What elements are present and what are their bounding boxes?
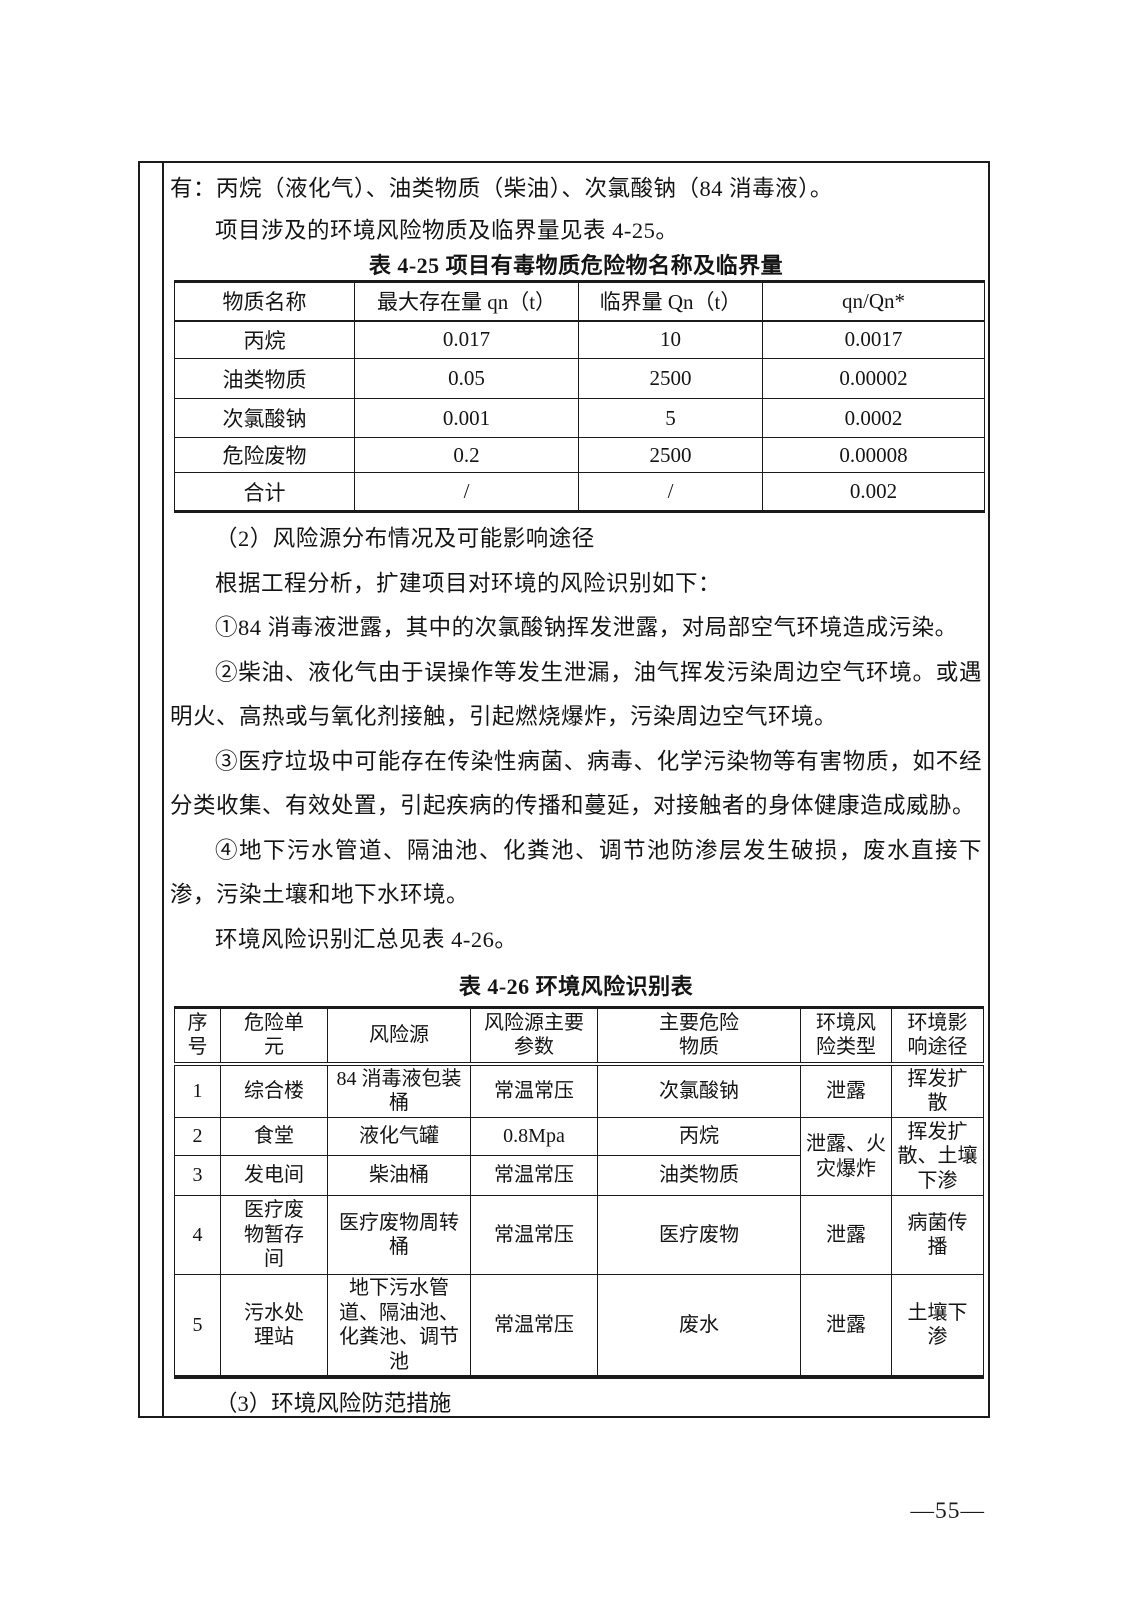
table-4-25-caption: 表 4-25 项目有毒物质危险物名称及临界量 — [368, 253, 784, 278]
data-cell: 84 消毒液包装 桶 — [327, 1063, 471, 1118]
data-cell: 泄露 — [800, 1274, 892, 1378]
table-row: 油类物质 0.05 2500 0.00002 — [174, 358, 985, 399]
data-cell: 危险废物 — [174, 437, 355, 473]
data-cell: 地下污水管 道、隔油池、 化粪池、调节 池 — [327, 1274, 471, 1378]
data-cell: 挥发扩 散 — [891, 1063, 984, 1118]
data-cell: / — [578, 472, 763, 512]
body-paragraph: 环境风险识别汇总见表 4-26。 — [215, 926, 518, 952]
header-cell: qn/Qn* — [762, 281, 985, 322]
data-cell: / — [354, 472, 579, 512]
body-paragraph: 根据工程分析，扩建项目对环境的风险识别如下： — [215, 570, 722, 596]
data-cell: 1 — [174, 1063, 221, 1118]
table-row: 合计 / / 0.002 — [174, 472, 985, 512]
data-cell: 0.05 — [354, 358, 579, 399]
data-cell: 土壤下 渗 — [891, 1274, 984, 1378]
data-cell: 综合楼 — [220, 1063, 328, 1118]
data-cell: 病菌传 播 — [891, 1195, 984, 1275]
data-cell: 油类物质 — [597, 1155, 801, 1196]
data-cell: 2 — [174, 1117, 221, 1156]
body-paragraph: ③医疗垃圾中可能存在传染性病菌、病毒、化学污染物等有害物质，如不经分类收集、有效… — [170, 748, 982, 819]
body-paragraph: ②柴油、液化气由于误操作等发生泄漏，油气挥发污染周边空气环境。或遇明火、高热或与… — [170, 659, 982, 730]
data-cell: 废水 — [597, 1274, 801, 1378]
table-row: 危险废物 0.2 2500 0.00008 — [174, 437, 985, 473]
header-cell: 最大存在量 qn（t） — [354, 281, 579, 322]
data-cell: 5 — [578, 398, 763, 438]
data-cell: 0.0002 — [762, 398, 985, 438]
data-cell: 0.001 — [354, 398, 579, 438]
left-column-divider — [162, 163, 164, 1416]
table-row: 物质名称 最大存在量 qn（t） 临界量 Qn（t） qn/Qn* — [174, 281, 985, 322]
data-cell: 3 — [174, 1155, 221, 1196]
data-cell: 常温常压 — [470, 1195, 598, 1275]
data-cell: 常温常压 — [470, 1155, 598, 1196]
header-cell: 环境风 险类型 — [800, 1007, 892, 1066]
page-number: —55— — [910, 1498, 985, 1524]
body-paragraph: ④地下污水管道、隔油池、化粪池、调节池防渗层发生破损，废水直接下渗，污染土壤和地… — [170, 837, 982, 908]
intro-line-2: 项目涉及的环境风险物质及临界量见表 4-25。 — [215, 218, 679, 243]
header-cell: 临界量 Qn（t） — [578, 281, 763, 322]
data-cell: 0.0017 — [762, 320, 985, 359]
table-row: 序 号 危险单 元 风险源 风险源主要 参数 主要危险 物质 环境风 险类型 环… — [174, 1007, 984, 1066]
data-cell: 医疗废 物暂存 间 — [220, 1195, 328, 1275]
data-cell: 污水处 理站 — [220, 1274, 328, 1378]
table-row: 4 医疗废 物暂存 间 医疗废物周转 桶 常温常压 医疗废物 泄露 病菌传 播 — [174, 1195, 984, 1275]
intro-line-1: 有：丙烷（液化气）、油类物质（柴油）、次氯酸钠（84 消毒液）。 — [170, 176, 833, 201]
header-cell: 风险源 — [327, 1007, 471, 1066]
table-row: 2 食堂 液化气罐 0.8Mpa 丙烷 泄露、火 灾爆炸 挥发扩 散、土壤 下渗 — [174, 1117, 984, 1196]
data-cell: 2500 — [578, 437, 763, 473]
header-cell: 环境影 响途径 — [891, 1007, 984, 1066]
body-paragraph: （2）风险源分布情况及可能影响途径 — [215, 526, 595, 551]
data-cell: 10 — [578, 320, 763, 359]
data-cell: 常温常压 — [470, 1274, 598, 1378]
data-cell: 常温常压 — [470, 1063, 598, 1118]
data-cell-merged: 泄露、火 灾爆炸 — [800, 1117, 892, 1196]
data-cell: 0.2 — [354, 437, 579, 473]
data-cell: 4 — [174, 1195, 221, 1275]
main-content: 有：丙烷（液化气）、油类物质（柴油）、次氯酸钠（84 消毒液）。 项目涉及的环境… — [170, 163, 985, 1422]
table-row: 5 污水处 理站 地下污水管 道、隔油池、 化粪池、调节 池 常温常压 废水 泄… — [174, 1274, 984, 1378]
data-cell: 泄露 — [800, 1195, 892, 1275]
data-cell: 0.00008 — [762, 437, 985, 473]
table-row: 丙烷 0.017 10 0.0017 — [174, 320, 985, 359]
data-cell: 次氯酸钠 — [174, 398, 355, 438]
data-cell: 0.017 — [354, 320, 579, 359]
content-box: 有：丙烷（液化气）、油类物质（柴油）、次氯酸钠（84 消毒液）。 项目涉及的环境… — [138, 161, 990, 1418]
table-4-25: 物质名称 最大存在量 qn（t） 临界量 Qn（t） qn/Qn* 丙烷 0.0… — [174, 280, 985, 513]
data-cell: 5 — [174, 1274, 221, 1378]
header-cell: 风险源主要 参数 — [470, 1007, 598, 1066]
data-cell: 丙烷 — [174, 320, 355, 359]
data-cell: 医疗废物周转 桶 — [327, 1195, 471, 1275]
table-row: 次氯酸钠 0.001 5 0.0002 — [174, 398, 985, 438]
closing-paragraph: （3）环境风险防范措施 — [215, 1391, 452, 1416]
header-cell: 危险单 元 — [220, 1007, 328, 1066]
header-cell: 主要危险 物质 — [597, 1007, 801, 1066]
data-cell: 柴油桶 — [327, 1155, 471, 1196]
data-cell: 2500 — [578, 358, 763, 399]
data-cell: 次氯酸钠 — [597, 1063, 801, 1118]
data-cell: 泄露 — [800, 1063, 892, 1118]
data-cell: 合计 — [174, 472, 355, 512]
table-row: 1 综合楼 84 消毒液包装 桶 常温常压 次氯酸钠 泄露 挥发扩 散 — [174, 1063, 984, 1118]
data-cell: 0.002 — [762, 472, 985, 512]
table-4-26-caption: 表 4-26 环境风险识别表 — [458, 974, 694, 999]
body-paragraph: ①84 消毒液泄露，其中的次氯酸钠挥发泄露，对局部空气环境造成污染。 — [215, 615, 958, 640]
data-cell: 油类物质 — [174, 358, 355, 399]
table-4-26: 序 号 危险单 元 风险源 风险源主要 参数 主要危险 物质 环境风 险类型 环… — [174, 1006, 984, 1379]
data-cell: 0.00002 — [762, 358, 985, 399]
table-row: 3 发电间 柴油桶 常温常压 油类物质 — [174, 1155, 984, 1196]
data-cell: 医疗废物 — [597, 1195, 801, 1275]
data-cell: 0.8Mpa — [470, 1117, 598, 1156]
header-cell: 序 号 — [174, 1007, 221, 1066]
header-cell: 物质名称 — [174, 281, 355, 322]
data-cell: 丙烷 — [597, 1117, 801, 1156]
data-cell-merged: 挥发扩 散、土壤 下渗 — [891, 1117, 984, 1196]
data-cell: 液化气罐 — [327, 1117, 471, 1156]
data-cell: 发电间 — [220, 1155, 328, 1196]
data-cell: 食堂 — [220, 1117, 328, 1156]
